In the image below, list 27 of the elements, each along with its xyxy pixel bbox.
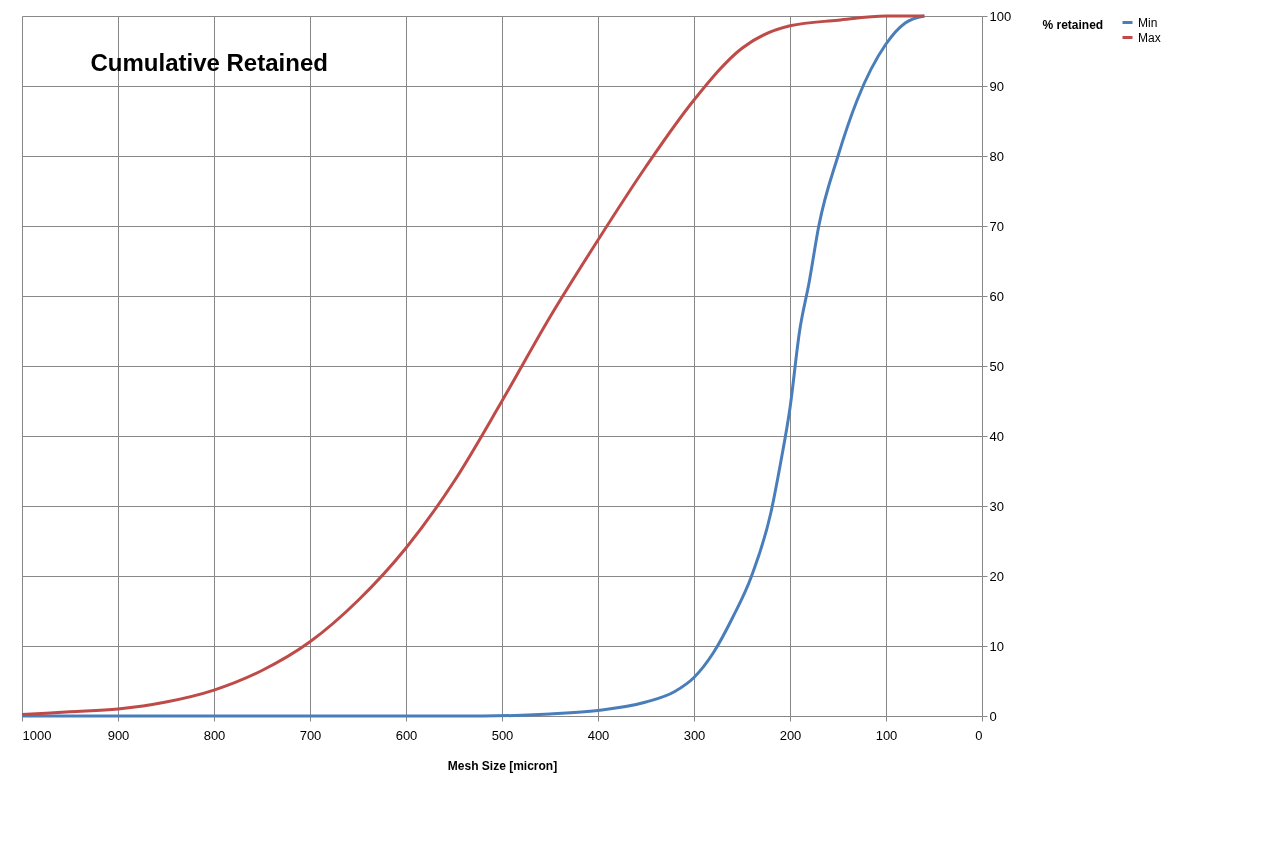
y-axis-title: % retained [1042,17,1104,32]
x-tick-label: 200 [779,727,802,743]
y-tick-label: 20 [989,568,1004,584]
x-tick-label: 700 [299,727,322,743]
y-tick-label: 30 [989,498,1004,514]
y-tick-label: 60 [989,288,1004,304]
x-tick-label: 1000 [22,727,52,743]
y-tick-label: 50 [989,358,1004,374]
legend-label: Max [1138,30,1161,45]
x-tick-label: 900 [107,727,130,743]
x-tick-label: 300 [683,727,706,743]
x-tick-label: 600 [395,727,418,743]
y-tick-label: 40 [989,428,1004,444]
y-tick-label: 90 [989,78,1004,94]
y-tick-label: 0 [989,708,997,724]
x-tick-label: 500 [491,727,514,743]
x-tick-label: 100 [875,727,898,743]
y-tick-label: 80 [989,148,1004,164]
y-tick-label: 70 [989,218,1004,234]
x-tick-label: 800 [203,727,226,743]
text: Cumulative Retained [90,49,328,76]
x-axis-title: Mesh Size [micron] [447,758,558,773]
x-tick-label: 400 [587,727,610,743]
x-tick-label: 0 [975,727,983,743]
y-tick-label: 10 [989,638,1004,654]
y-tick-label: 100 [989,8,1012,24]
legend-label: Min [1138,15,1158,30]
